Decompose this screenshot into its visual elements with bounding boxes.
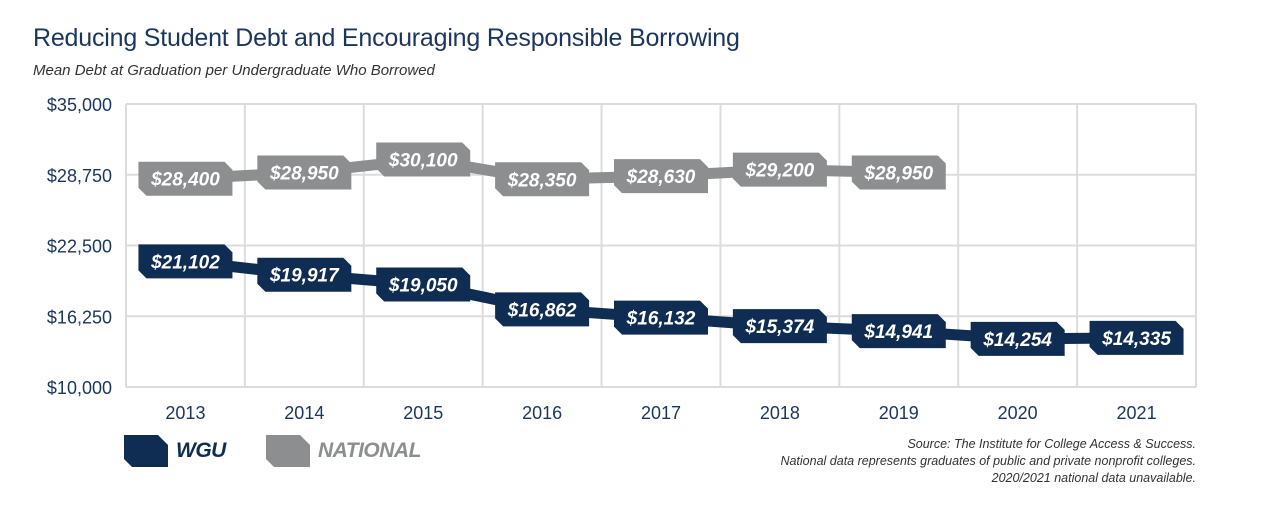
data-label-wgu: $14,941 — [863, 322, 933, 343]
y-tick-label: $28,750 — [47, 166, 112, 186]
legend-swatch-wgu — [124, 435, 168, 467]
source-line-2: National data represents graduates of pu… — [780, 454, 1196, 468]
x-tick-label: 2021 — [1117, 403, 1157, 423]
data-label-national: $29,200 — [745, 161, 815, 182]
legend-swatch-wgu-shape — [124, 435, 168, 467]
legend-swatch-national — [266, 435, 310, 467]
data-point-wgu — [970, 321, 1065, 356]
data-label-national: $28,400 — [150, 170, 220, 191]
data-label-national: $28,950 — [269, 163, 339, 184]
data-point-national — [138, 161, 233, 196]
source-line-3: 2020/2021 national data unavailable. — [991, 471, 1196, 485]
legend-item-wgu: WGU — [124, 432, 226, 470]
source-line-1: Source: The Institute for College Access… — [907, 437, 1196, 451]
data-point-wgu — [495, 292, 590, 327]
legend-label-wgu: WGU — [176, 439, 226, 462]
x-tick-label: 2019 — [879, 403, 919, 423]
data-label-national: $28,950 — [863, 163, 933, 184]
x-tick-label: 2015 — [403, 403, 443, 423]
data-point-national — [851, 155, 946, 190]
data-label-wgu: $16,132 — [626, 309, 696, 330]
chart-title: Reducing Student Debt and Encouraging Re… — [33, 24, 740, 52]
x-tick-label: 2020 — [998, 403, 1038, 423]
data-point-national — [614, 159, 708, 194]
legend-item-national: NATIONAL — [266, 432, 421, 470]
x-tick-label: 2016 — [522, 403, 562, 423]
legend-swatch-national-shape — [266, 435, 310, 467]
data-label-wgu: $14,335 — [1101, 329, 1171, 350]
debt-line-chart: $10,000 $16,250 $22,500 $28,750 $35,000 2013 2… — [47, 95, 1197, 423]
data-label-wgu: $16,862 — [507, 300, 577, 321]
data-label-wgu: $19,917 — [269, 266, 340, 287]
data-point-national — [495, 162, 590, 197]
data-label-national: $30,100 — [388, 150, 458, 171]
data-point-national — [732, 152, 827, 187]
data-label-wgu: $14,254 — [982, 330, 1052, 351]
y-tick-label: $22,500 — [47, 237, 112, 257]
x-tick-label: 2014 — [284, 403, 324, 423]
chart-subtitle: Mean Debt at Graduation per Undergraduat… — [33, 62, 435, 79]
x-tick-label: 2017 — [641, 403, 681, 423]
y-tick-label: $10,000 — [47, 378, 112, 398]
data-point-national — [376, 142, 471, 177]
data-point-wgu — [851, 314, 946, 349]
data-point-wgu — [732, 309, 827, 344]
data-point-wgu — [376, 267, 471, 302]
legend-label-national: NATIONAL — [318, 439, 421, 462]
data-point-national — [257, 155, 352, 190]
data-label-wgu: $15,374 — [745, 317, 815, 338]
data-point-wgu — [614, 300, 708, 335]
x-tick-label: 2013 — [165, 403, 205, 423]
data-point-wgu — [138, 244, 233, 279]
data-label-wgu: $19,050 — [388, 276, 458, 297]
source-note: Source: The Institute for College Access… — [780, 436, 1196, 487]
data-point-wgu — [257, 257, 352, 292]
x-tick-label: 2018 — [760, 403, 800, 423]
y-tick-label: $35,000 — [47, 95, 112, 115]
data-label-wgu: $21,102 — [150, 252, 220, 273]
y-tick-label: $16,250 — [47, 307, 112, 327]
data-label-national: $28,630 — [626, 167, 696, 188]
data-label-national: $28,350 — [507, 170, 577, 191]
data-point-wgu — [1089, 320, 1184, 355]
